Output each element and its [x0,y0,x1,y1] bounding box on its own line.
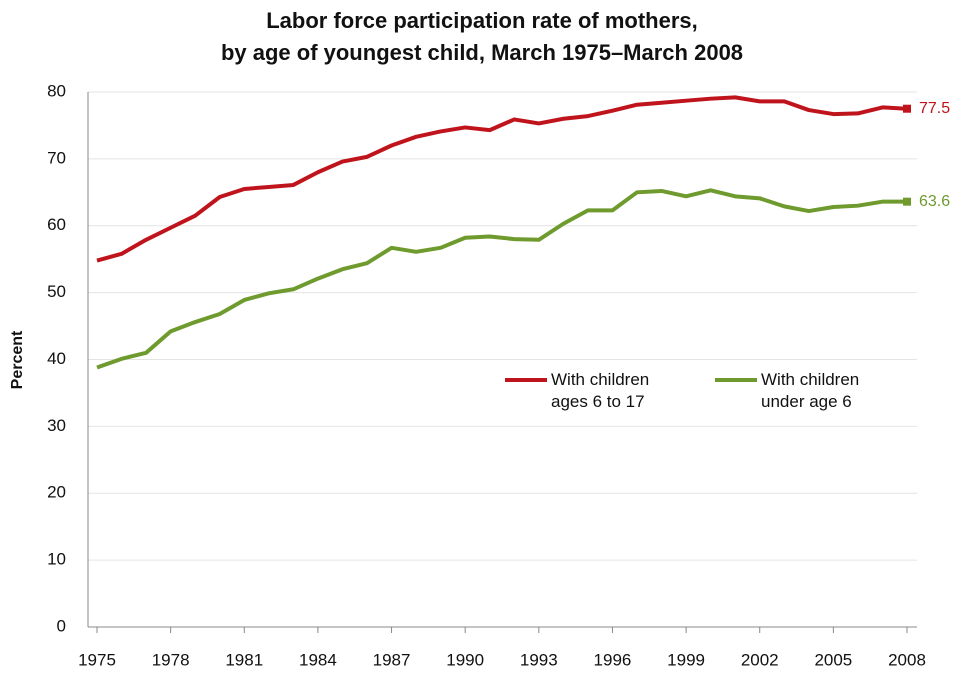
end-marker [903,197,911,206]
series-line [96,188,907,370]
y-tick-label: 60 [47,215,66,234]
x-tick-label: 2005 [814,650,852,669]
x-tick-label: 1993 [520,650,558,669]
x-tick-label: 1978 [152,650,190,669]
data-label: 77.5 [919,100,950,117]
y-tick-label: 40 [47,349,66,368]
y-tick-label: 20 [47,483,66,502]
y-axis-label: Percent [9,330,26,389]
end-marker [903,104,911,113]
x-tick-label: 1999 [667,650,705,669]
x-tick-label: 1981 [225,650,263,669]
x-tick-label: 2008 [888,650,926,669]
y-tick-label: 10 [47,550,66,569]
x-tick-label: 1990 [446,650,484,669]
chart-title: Labor force participation rate of mother… [266,8,698,33]
y-tick-label: 50 [47,282,66,301]
x-tick-label: 2002 [741,650,779,669]
x-tick-label: 1996 [594,650,632,669]
x-tick-label: 1975 [78,650,116,669]
legend-label: With children ages 6 to 17 [551,370,650,411]
x-tick-label: 1984 [299,650,337,669]
y-tick-label: 70 [47,148,66,167]
chart-title: by age of youngest child, March 1975–Mar… [221,40,743,65]
legend-label: With children under age 6 [761,370,860,411]
y-tick-label: 0 [57,616,66,635]
data-label: 63.6 [919,193,950,210]
x-tick-label: 1987 [373,650,411,669]
y-tick-label: 80 [47,81,66,100]
series-line [96,95,908,263]
y-tick-label: 30 [47,416,66,435]
